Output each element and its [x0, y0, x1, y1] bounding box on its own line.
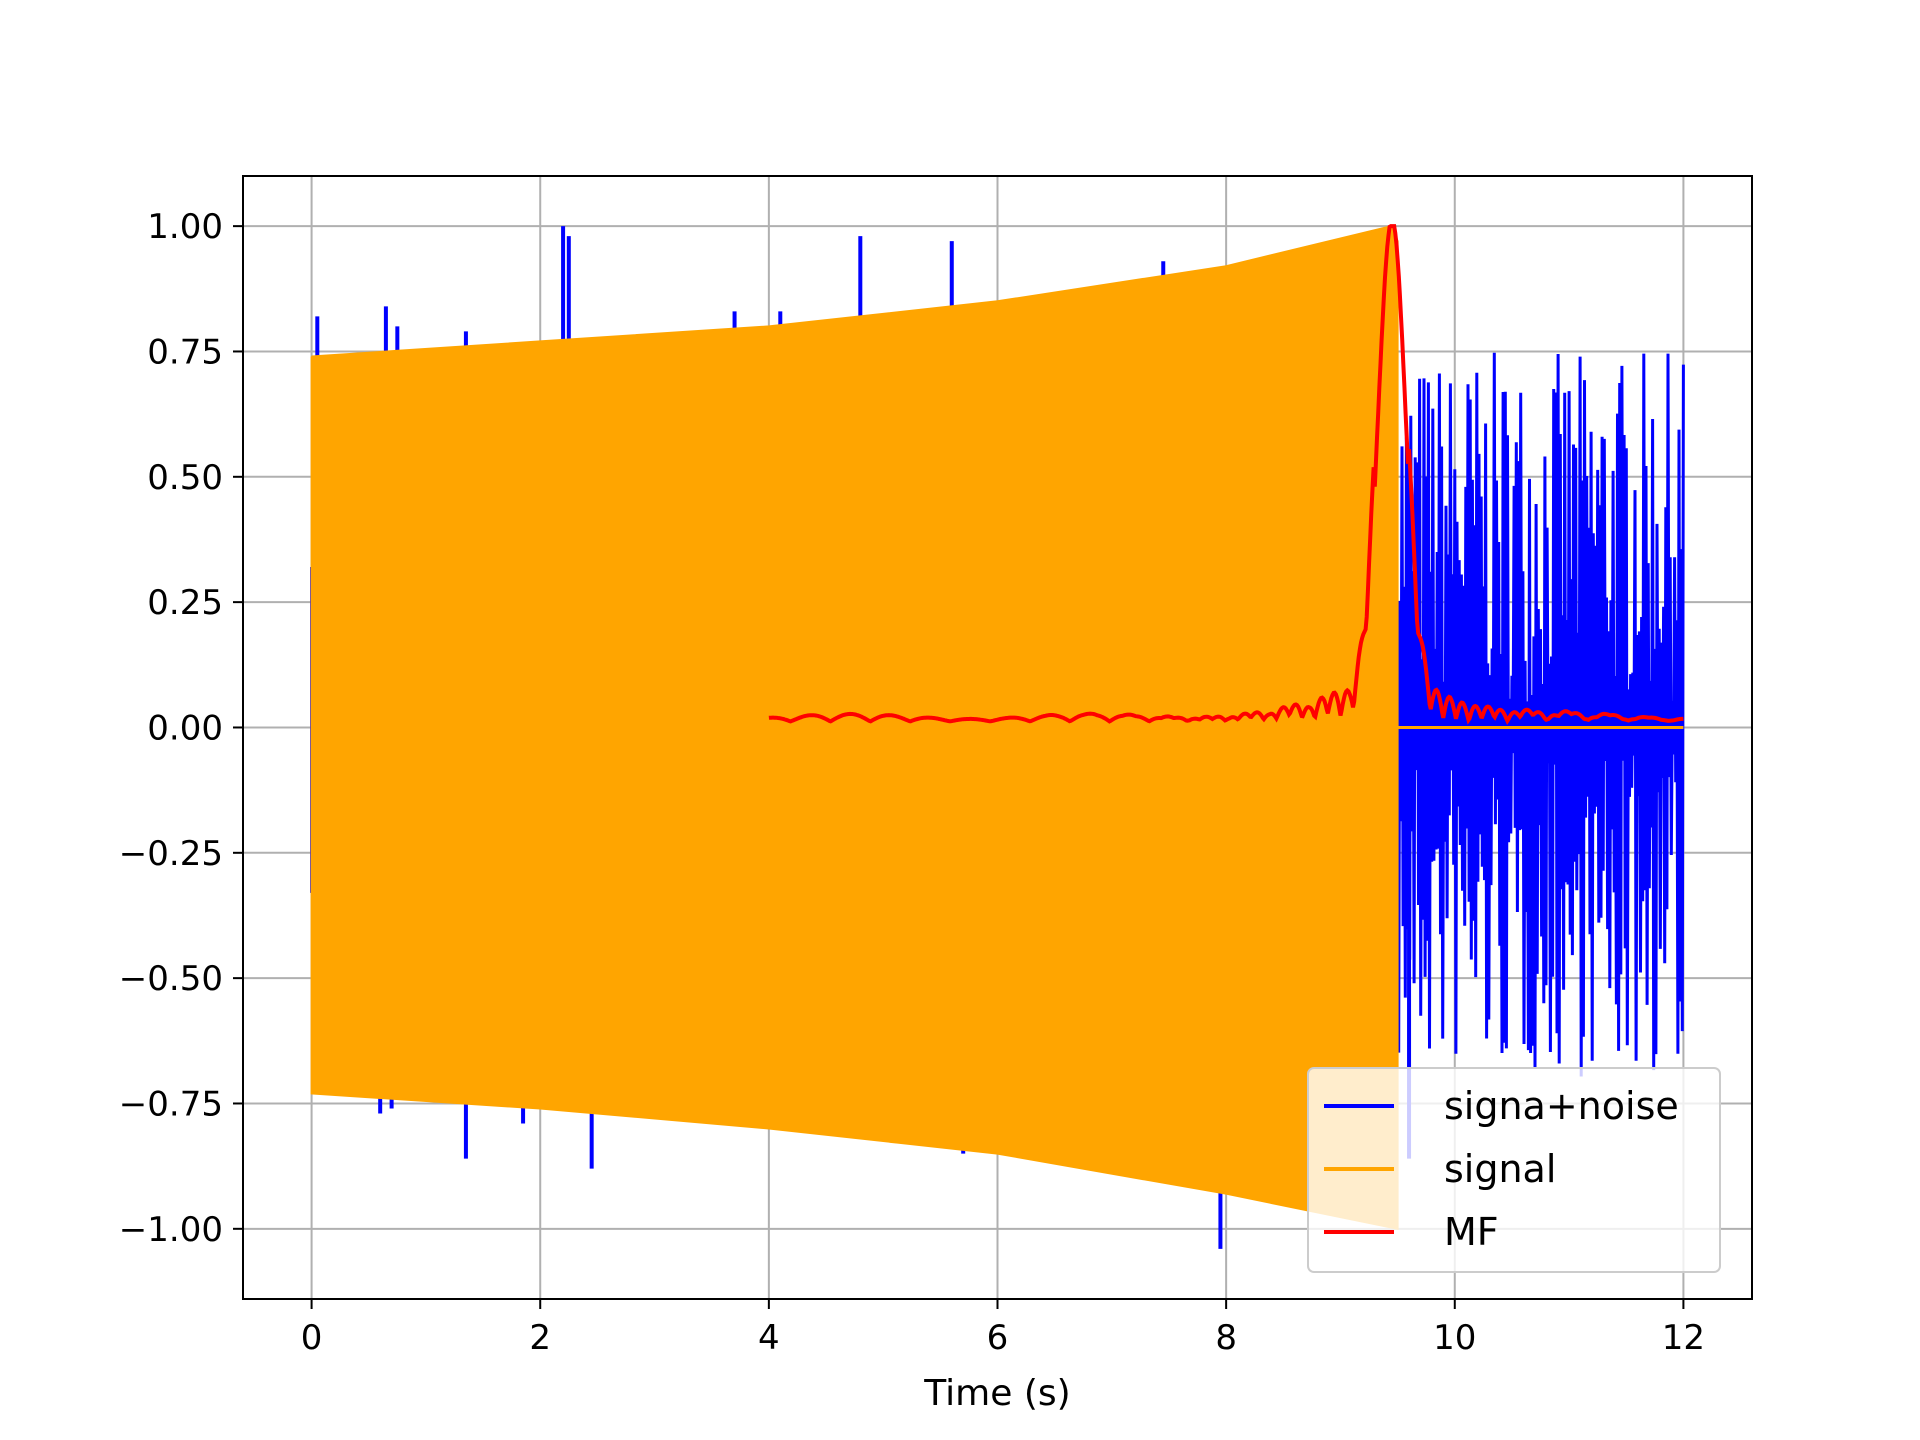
- x-tick-label: 8: [1215, 1318, 1237, 1358]
- y-tick-label: −0.25: [119, 834, 223, 874]
- legend-label: signal: [1444, 1147, 1556, 1191]
- x-tick-label: 10: [1433, 1318, 1476, 1358]
- x-tick-label: 6: [987, 1318, 1009, 1358]
- y-tick-label: −0.50: [119, 959, 223, 999]
- y-tick-label: 0.75: [147, 332, 223, 372]
- x-tick-label: 0: [301, 1318, 323, 1358]
- y-tick-label: 0.50: [147, 458, 223, 498]
- series-mf-line: [768, 224, 1684, 726]
- y-tick-label: 0.25: [147, 583, 223, 623]
- series-signal-band: [310, 224, 1399, 1231]
- legend-label: MF: [1444, 1210, 1499, 1254]
- ticks: 0 2 4 6 8 10 12 1.00 0.75 0.50 0.25 0.00 −0.25 −0.50 −…: [119, 207, 1705, 1358]
- y-tick-label: 1.00: [147, 207, 223, 247]
- legend-label: signa+noise: [1444, 1084, 1679, 1128]
- legend-box: [1307, 1067, 1721, 1273]
- x-tick-label: 4: [758, 1318, 780, 1358]
- x-tick-label: 12: [1662, 1318, 1705, 1358]
- series-signal-noise-line: [1396, 352, 1685, 1077]
- legend: signa+noise signal MF: [1307, 1067, 1721, 1273]
- y-tick-label: −0.75: [119, 1084, 223, 1124]
- x-tick-label: 2: [529, 1318, 551, 1358]
- y-tick-label: −1.00: [119, 1210, 223, 1250]
- x-axis-label: Time (s): [923, 1373, 1070, 1414]
- y-tick-label: 0.00: [147, 708, 223, 748]
